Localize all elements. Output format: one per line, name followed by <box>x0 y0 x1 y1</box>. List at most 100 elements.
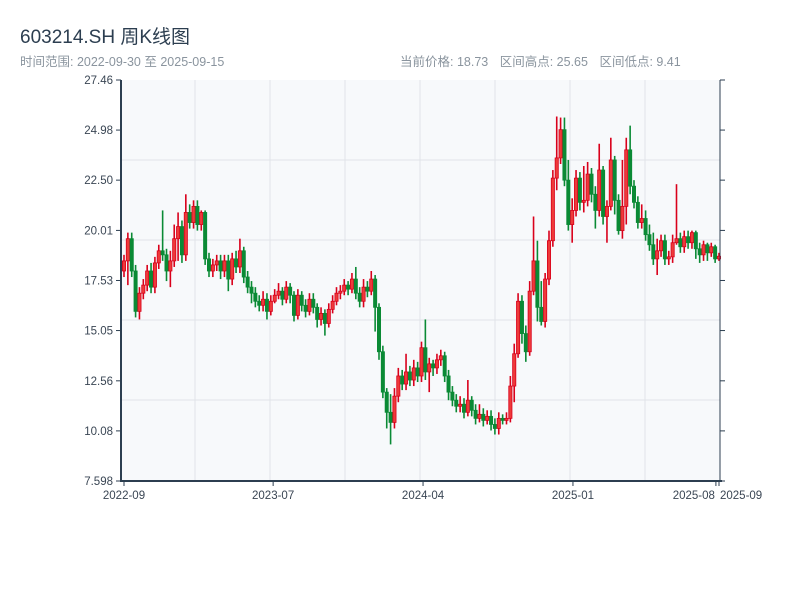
candle-body-up <box>338 290 343 294</box>
candle-body-up <box>516 300 521 355</box>
candle-body-up <box>404 371 409 385</box>
candle-body-up <box>342 284 347 292</box>
candle-body-down <box>442 355 447 377</box>
candle-body-up <box>199 212 204 225</box>
candle-body-up <box>709 246 714 254</box>
candle-body-down <box>400 375 405 385</box>
candle-body-up <box>349 278 354 290</box>
candle-body-up <box>284 286 289 300</box>
y-tick-label: 12.56 <box>84 376 113 388</box>
candle-body-up <box>427 363 432 373</box>
candle-body-up <box>214 260 219 266</box>
candle-body-down <box>187 212 192 223</box>
candle-body-up <box>396 375 401 397</box>
y-tick-label: 27.46 <box>84 75 113 87</box>
candle-body-up <box>419 347 424 377</box>
candle-body-down <box>346 284 351 290</box>
candle-body-up <box>210 264 215 272</box>
candle-body-up <box>392 395 397 423</box>
candle-body-down <box>206 258 211 272</box>
x-tick-label: 2025-01 <box>552 490 594 502</box>
candle-body-down <box>535 260 540 308</box>
candle-body-up <box>670 242 675 258</box>
candle-body-up <box>604 205 609 217</box>
candle-body-down <box>384 391 389 413</box>
candle-body-up <box>655 250 660 260</box>
candle-body-down <box>280 290 285 300</box>
candle-body-up <box>156 250 161 264</box>
candle-body-down <box>489 415 494 425</box>
candle-body-up <box>682 236 687 248</box>
candle-body-down <box>500 417 505 421</box>
candle-body-down <box>415 367 420 377</box>
candle-body-down <box>179 226 184 256</box>
candle-body-down <box>469 399 474 411</box>
candle-body-down <box>203 212 208 260</box>
candle-body-up <box>458 403 463 407</box>
candle-body-down <box>519 300 524 334</box>
y-tick-label: 20.01 <box>84 225 113 237</box>
candle-body-up <box>295 294 300 316</box>
candle-body-up <box>496 417 501 429</box>
candle-body-down <box>473 409 478 419</box>
candle-body-down <box>373 278 378 308</box>
candle-body-up <box>411 367 416 381</box>
candle-body-down <box>311 298 316 308</box>
y-tick-label: 24.98 <box>84 125 113 137</box>
candle-body-down <box>523 333 528 353</box>
candle-body-up <box>547 240 552 280</box>
candle-body-up <box>237 250 242 268</box>
candle-body-up <box>145 270 150 286</box>
candle-body-down <box>322 312 327 324</box>
candle-body-up <box>543 278 548 322</box>
candle-body-down <box>288 286 293 296</box>
candle-body-down <box>264 298 269 312</box>
candle-body-down <box>195 205 200 225</box>
candle-body-up <box>717 255 722 260</box>
candle-body-up <box>183 212 188 256</box>
x-tick-label: 2022-09 <box>103 490 145 502</box>
candle-body-up <box>141 284 146 294</box>
y-tick-label: 15.05 <box>84 326 113 338</box>
x-tick-label: 2024-04 <box>402 490 445 502</box>
candle-body-down <box>315 306 320 320</box>
candle-body-down <box>226 260 231 280</box>
candle-body-up <box>585 173 590 201</box>
candle-body-down <box>539 306 544 322</box>
candle-body-down <box>697 248 702 256</box>
candle-body-up <box>465 399 470 413</box>
candle-body-up <box>222 260 227 272</box>
candle-body-up <box>531 260 536 292</box>
candle-body-up <box>554 157 559 179</box>
page-title: 603214.SH 周K线图 <box>20 27 191 48</box>
candle-body-up <box>624 149 629 207</box>
candle-body-up <box>581 199 586 203</box>
candle-body-up <box>434 359 439 369</box>
candle-body-down <box>388 411 393 423</box>
candle-body-down <box>454 399 459 407</box>
candle-body-up <box>659 240 664 252</box>
candle-body-down <box>635 201 640 223</box>
x-tick-label: 2025-08 <box>673 490 715 502</box>
candle-body-down <box>662 240 667 260</box>
candle-body-up <box>230 258 235 280</box>
candle-body-down <box>365 286 370 292</box>
candle-body-down <box>380 351 385 393</box>
candle-body-down <box>357 292 362 302</box>
candle-body-down <box>693 232 698 250</box>
candle-body-down <box>218 260 223 272</box>
candle-body-down <box>129 238 134 272</box>
candle-body-up <box>639 218 644 223</box>
candle-body-down <box>647 234 652 246</box>
candle-body-up <box>125 238 130 262</box>
candle-body-down <box>628 149 633 187</box>
candle-body-down <box>257 300 262 306</box>
candle-body-up <box>438 355 443 361</box>
candle-body-up <box>122 260 127 272</box>
candle-body-up <box>361 286 366 302</box>
candle-body-up <box>674 238 679 244</box>
candle-body-up <box>168 260 173 272</box>
candle-body-up <box>608 159 613 207</box>
candle-body-down <box>643 218 648 236</box>
